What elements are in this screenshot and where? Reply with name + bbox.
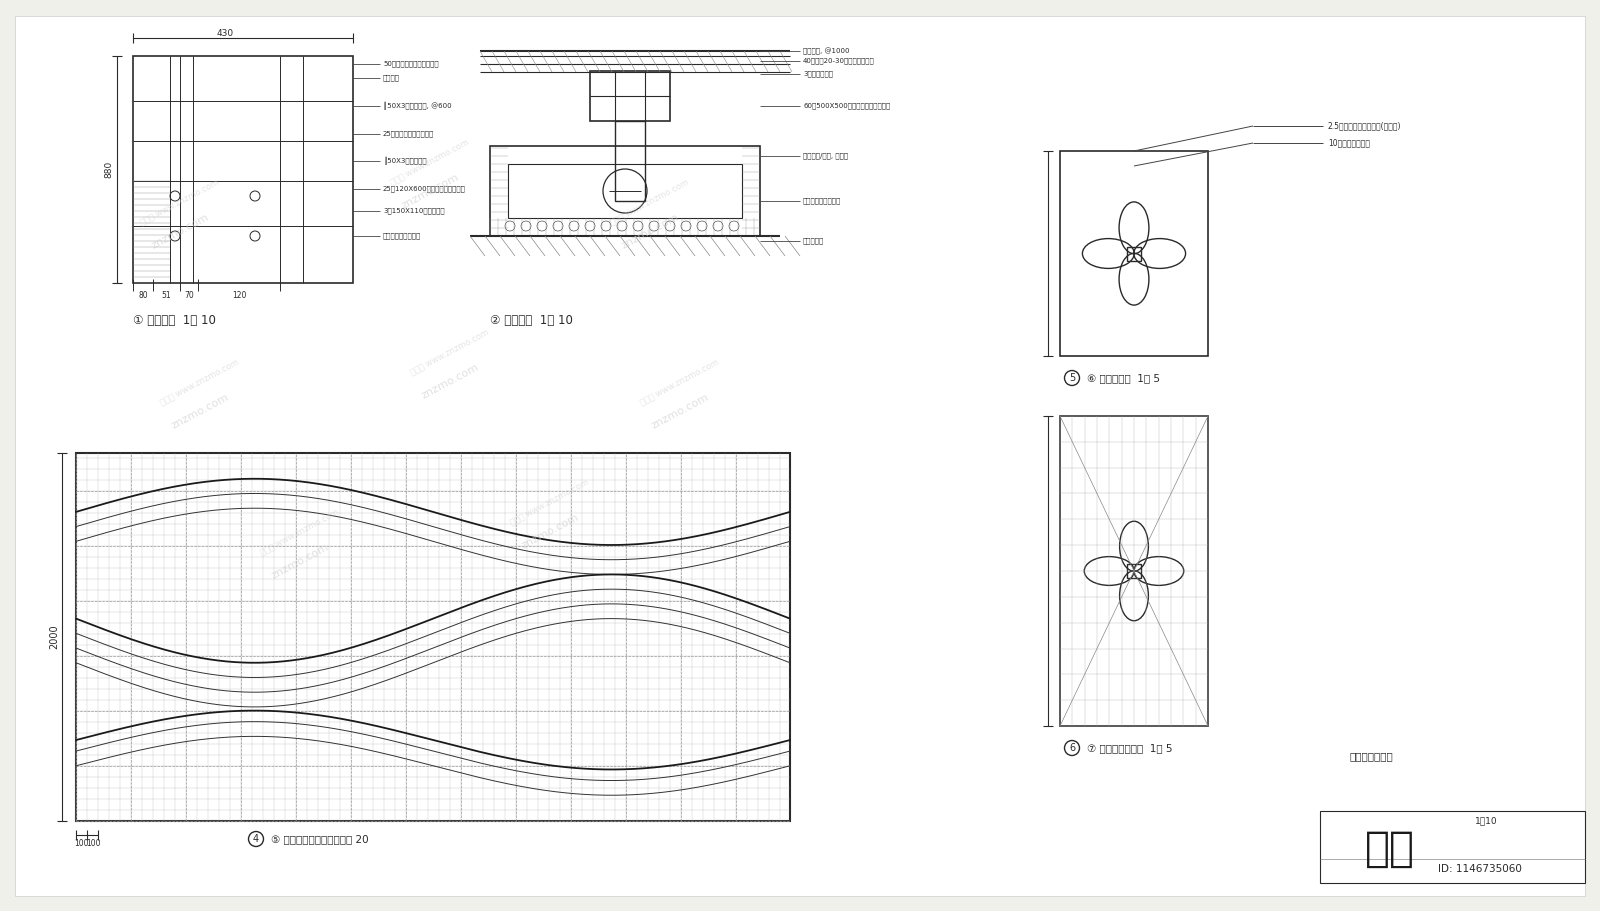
Bar [1059, 416, 1208, 726]
Text: 石材胶浆: 石材胶浆 [382, 75, 400, 81]
Bar [614, 121, 645, 201]
Bar [590, 71, 670, 121]
Text: 5: 5 [1069, 373, 1075, 383]
Text: 25厕120X600黄金属柱面花岗瑪琅: 25厕120X600黄金属柱面花岗瑪琅 [382, 186, 466, 192]
Text: znzmo.com: znzmo.com [269, 542, 331, 580]
Bar [1126, 247, 1141, 261]
Text: 多孔进水管，滔水底: 多孔进水管，滔水底 [382, 232, 421, 240]
Text: 知末网 www.znzmo.com: 知末网 www.znzmo.com [259, 508, 341, 558]
Bar [490, 146, 760, 236]
Text: 知末网 www.znzmo.com: 知末网 www.znzmo.com [610, 179, 691, 228]
Text: 1：10: 1：10 [1475, 816, 1498, 825]
Text: 知末网 www.znzmo.com: 知末网 www.znzmo.com [509, 478, 590, 527]
Text: 120: 120 [232, 292, 246, 301]
Text: 100: 100 [74, 838, 88, 847]
Text: 60厕500X500黄金沙光面花岗池底内: 60厕500X500黄金沙光面花岗池底内 [803, 103, 890, 109]
Text: ID: 1146735060: ID: 1146735060 [1438, 864, 1522, 874]
Text: 80: 80 [138, 292, 147, 301]
Bar [77, 453, 790, 821]
Text: znzmo.com: znzmo.com [170, 392, 230, 430]
Text: 万能变溃器: 万能变溃器 [803, 238, 824, 244]
Text: ⑤ 玻璃景墙定位尺寸图１： 20: ⑤ 玻璃景墙定位尺寸图１： 20 [270, 834, 368, 844]
Text: 3厕150X110不锈錠水沟: 3厕150X110不锈錠水沟 [382, 208, 445, 214]
Text: 40厕粒彩20-30灰色鹅巫石敞铺: 40厕粒彩20-30灰色鹅巫石敞铺 [803, 57, 875, 65]
Text: 70: 70 [184, 292, 194, 301]
Text: 知末网 www.znzmo.com: 知末网 www.znzmo.com [638, 358, 722, 407]
Bar [509, 164, 742, 218]
Text: 100: 100 [86, 838, 101, 847]
Bar [1126, 564, 1141, 578]
Text: 知末: 知末 [1365, 828, 1414, 870]
Text: 880: 880 [104, 161, 114, 179]
Text: znzmo.com: znzmo.com [149, 211, 211, 251]
Text: ┃50X3内通度骨架: ┃50X3内通度骨架 [382, 157, 427, 165]
Text: ② 节点大样  1： 10: ② 节点大样 1： 10 [490, 314, 573, 327]
Text: 精锂标件, @1000: 精锂标件, @1000 [803, 47, 850, 55]
Text: ⑦ 鐵花网格放线图  1： 5: ⑦ 鐵花网格放线图 1： 5 [1086, 743, 1173, 753]
Text: znzmo.com: znzmo.com [650, 392, 710, 430]
Text: 知末网 www.znzmo.com: 知末网 www.znzmo.com [389, 138, 470, 188]
Text: znzmo.com: znzmo.com [619, 211, 680, 251]
Text: znzmo.com: znzmo.com [520, 512, 581, 550]
Text: 进水多孔管，滔水组: 进水多孔管，滔水组 [803, 198, 842, 204]
Text: 知末网 www.znzmo.com: 知末网 www.znzmo.com [158, 358, 242, 407]
Text: 水泵景境详图四: 水泵景境详图四 [1350, 751, 1394, 761]
Text: 25厕黄金属柱面花岗瑪琅: 25厕黄金属柱面花岗瑪琅 [382, 130, 434, 138]
Bar [77, 453, 790, 821]
Text: znzmo.com: znzmo.com [400, 171, 461, 210]
Text: 430: 430 [216, 29, 234, 38]
Text: 10厕灰黄色云石板: 10厕灰黄色云石板 [1328, 138, 1370, 148]
Text: ┃50X3内通度骨架, @600: ┃50X3内通度骨架, @600 [382, 102, 451, 110]
Bar [1059, 151, 1208, 356]
Text: 水下光源/管道, 洗水电: 水下光源/管道, 洗水电 [803, 153, 848, 159]
Text: 6: 6 [1069, 743, 1075, 753]
Text: 2.5厕仳模冒不锈錠栖栖(面层处): 2.5厕仳模冒不锈錠栖栖(面层处) [1328, 121, 1402, 130]
Text: 4: 4 [253, 834, 259, 844]
Text: 知末网 www.znzmo.com: 知末网 www.znzmo.com [410, 328, 491, 377]
Text: 51: 51 [162, 292, 171, 301]
Bar [1320, 811, 1586, 883]
Bar [1059, 416, 1208, 726]
Text: 50厕黄金属柱面花岗流压浦: 50厕黄金属柱面花岗流压浦 [382, 61, 438, 67]
Text: 2000: 2000 [50, 625, 59, 650]
Text: ⑥ 鐵花大样图  1： 5: ⑥ 鐵花大样图 1： 5 [1086, 373, 1160, 383]
Bar [133, 56, 354, 283]
Text: ① 节点大样  1： 10: ① 节点大样 1： 10 [133, 314, 216, 327]
Text: znzmo.com: znzmo.com [419, 362, 480, 400]
Text: 知末网 www.znzmo.com: 知末网 www.znzmo.com [139, 179, 221, 228]
Text: 3厕不锈錠断可: 3厕不锈錠断可 [803, 71, 834, 77]
Bar [1059, 151, 1208, 356]
